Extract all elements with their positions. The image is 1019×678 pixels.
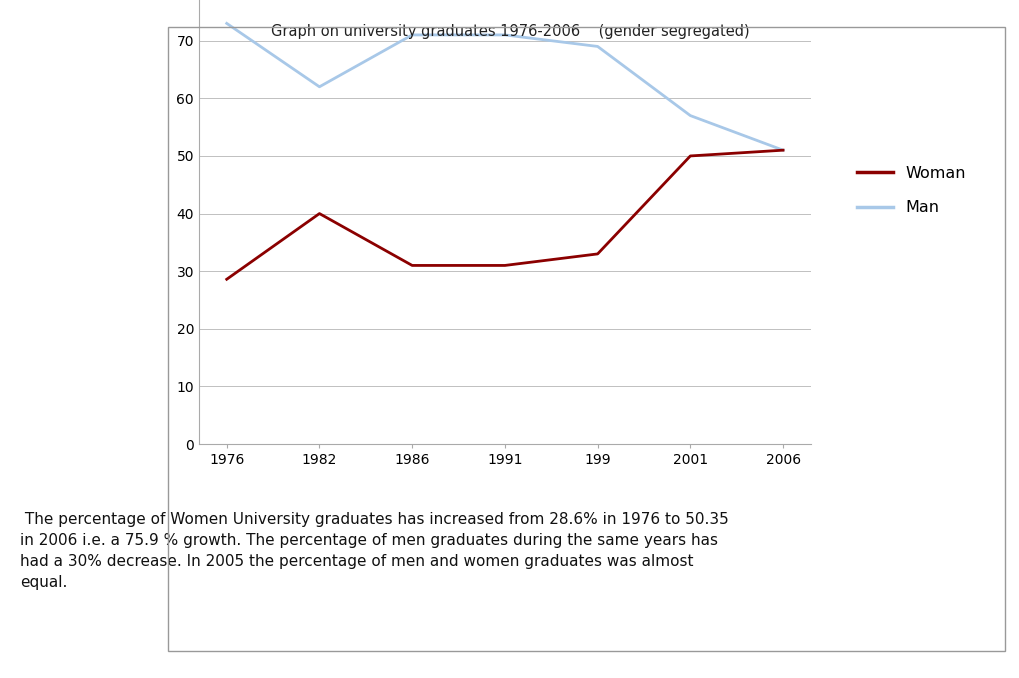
Text: Graph on university graduates 1976-2006    (gender segregated): Graph on university graduates 1976-2006 … [270, 24, 749, 39]
Text: The percentage of Women University graduates has increased from 28.6% in 1976 to: The percentage of Women University gradu… [20, 512, 729, 590]
Legend: Woman, Man: Woman, Man [849, 158, 973, 223]
